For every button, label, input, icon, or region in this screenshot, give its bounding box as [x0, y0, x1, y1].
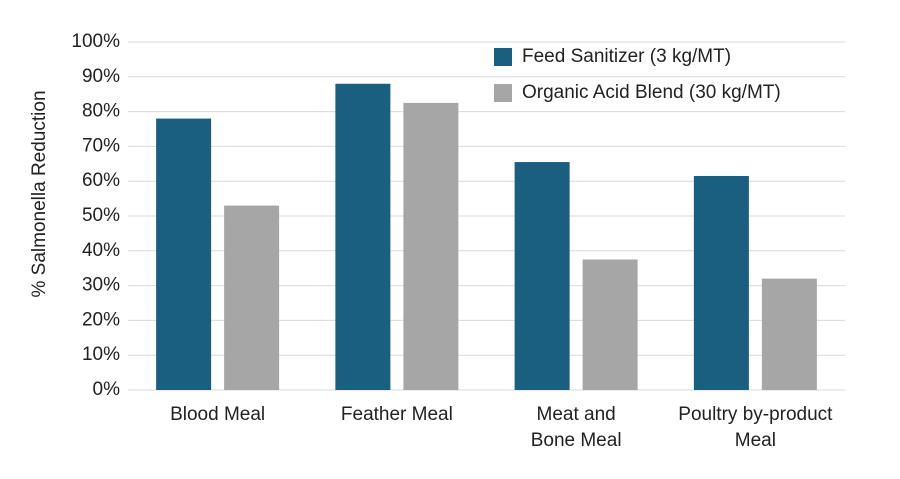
bar: [335, 83, 391, 390]
y-tick-label: 70%: [82, 135, 120, 156]
bar: [156, 118, 212, 390]
x-tick-label: Poultry by-product Meal: [678, 404, 833, 451]
y-tick-label: 60%: [82, 170, 120, 191]
bar: [761, 278, 817, 390]
bar: [514, 162, 570, 390]
y-tick-label: 100%: [71, 31, 120, 52]
x-tick-label: Blood Meal: [170, 404, 266, 425]
y-tick-label: 90%: [82, 66, 120, 87]
legend-swatch: [494, 84, 512, 102]
x-tick-label: Meat and Bone Meal: [530, 404, 622, 451]
legend-swatch: [494, 48, 512, 66]
y-tick-label: 50%: [82, 205, 120, 226]
y-tick-label: 0%: [93, 379, 121, 400]
bar: [582, 259, 638, 390]
y-tick-label: 80%: [82, 101, 120, 122]
bar: [693, 175, 749, 390]
bar: [224, 205, 280, 390]
y-tick-label: 10%: [82, 344, 120, 365]
bar: [403, 102, 459, 391]
x-tick-label: Feather Meal: [340, 404, 453, 425]
y-tick-label: 40%: [82, 240, 120, 261]
y-tick-label: 30%: [82, 275, 120, 296]
y-tick-label: 20%: [82, 309, 120, 330]
y-axis-label: % Salmonella Reduction: [29, 90, 50, 297]
legend-label: Organic Acid Blend (30 kg/MT): [522, 82, 781, 103]
legend-label: Feed Sanitizer (3 kg/MT): [522, 46, 731, 67]
